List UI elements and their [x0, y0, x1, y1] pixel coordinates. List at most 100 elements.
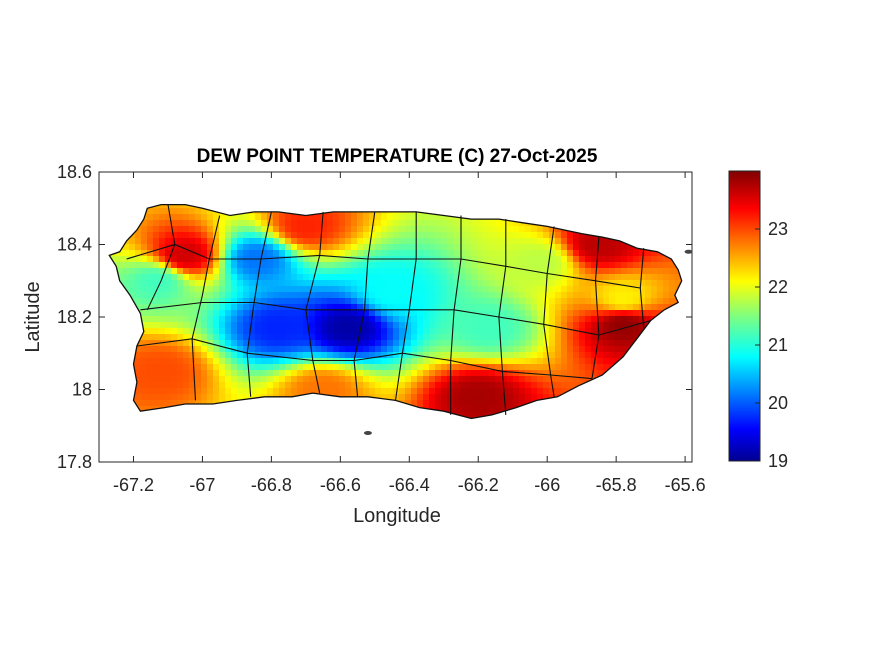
- field-cell: [393, 340, 400, 347]
- field-cell: [357, 370, 364, 377]
- field-cell: [381, 388, 388, 395]
- field-cell: [579, 298, 586, 305]
- field-cell: [357, 322, 364, 329]
- field-cell: [243, 388, 250, 395]
- field-cell: [483, 328, 490, 335]
- field-cell: [213, 334, 220, 341]
- field-cell: [501, 322, 508, 329]
- field-cell: [579, 358, 586, 365]
- field-cell: [585, 262, 592, 269]
- field-cell: [315, 328, 322, 335]
- field-cell: [147, 250, 154, 257]
- field-cell: [405, 382, 412, 389]
- field-cell: [147, 298, 154, 305]
- field-cell: [255, 268, 262, 275]
- field-cell: [537, 268, 544, 275]
- field-cell: [597, 316, 604, 323]
- field-cell: [351, 352, 358, 359]
- field-cell: [501, 352, 508, 359]
- field-cell: [555, 238, 562, 245]
- field-cell: [267, 280, 274, 287]
- field-cell: [147, 226, 154, 233]
- field-cell: [177, 364, 184, 371]
- field-cell: [255, 346, 262, 353]
- field-cell: [471, 364, 478, 371]
- field-cell: [141, 298, 148, 305]
- field-cell: [561, 364, 568, 371]
- field-cell: [501, 334, 508, 341]
- field-cell: [399, 346, 406, 353]
- field-cell: [447, 214, 454, 221]
- field-cell: [465, 388, 472, 395]
- field-cell: [219, 316, 226, 323]
- field-cell: [231, 388, 238, 395]
- field-cell: [309, 382, 316, 389]
- field-cell: [243, 370, 250, 377]
- field-cell: [495, 280, 502, 287]
- field-cell: [489, 406, 496, 413]
- field-cell: [177, 204, 184, 209]
- field-cell: [225, 250, 232, 257]
- field-cell: [285, 280, 292, 287]
- field-cell: [531, 244, 538, 251]
- field-cell: [165, 316, 172, 323]
- field-cell: [501, 244, 508, 251]
- field-cell: [555, 316, 562, 323]
- field-cell: [321, 274, 328, 281]
- field-cell: [525, 268, 532, 275]
- field-cell: [495, 286, 502, 293]
- field-cell: [357, 340, 364, 347]
- field-cell: [585, 298, 592, 305]
- field-cell: [465, 340, 472, 347]
- field-cell: [297, 370, 304, 377]
- field-cell: [345, 310, 352, 317]
- field-cell: [471, 358, 478, 365]
- field-cell: [333, 364, 340, 371]
- field-cell: [219, 376, 226, 383]
- field-cell: [135, 394, 142, 401]
- field-cell: [243, 298, 250, 305]
- field-cell: [177, 214, 184, 221]
- field-cell: [273, 316, 280, 323]
- field-cell: [405, 262, 412, 269]
- field-cell: [285, 376, 292, 383]
- field-cell: [459, 358, 466, 365]
- field-cell: [201, 382, 208, 389]
- field-cell: [345, 322, 352, 329]
- field-cell: [483, 388, 490, 395]
- field-cell: [291, 214, 298, 221]
- field-cell: [135, 292, 142, 299]
- field-cell: [549, 250, 556, 257]
- field-cell: [567, 382, 574, 389]
- field-cell: [609, 250, 616, 257]
- field-cell: [333, 256, 340, 263]
- field-cell: [321, 346, 328, 353]
- x-axis-label: Longitude: [353, 505, 441, 527]
- field-cell: [261, 250, 268, 257]
- field-cell: [441, 364, 448, 371]
- field-cell: [207, 322, 214, 329]
- field-cell: [591, 346, 598, 353]
- field-cell: [585, 304, 592, 311]
- field-cell: [309, 220, 316, 227]
- field-cell: [159, 256, 166, 263]
- field-cell: [591, 328, 598, 335]
- field-cell: [489, 286, 496, 293]
- field-cell: [537, 340, 544, 347]
- field-cell: [567, 322, 574, 329]
- field-cell: [297, 220, 304, 227]
- field-cell: [393, 220, 400, 227]
- field-cell: [315, 232, 322, 239]
- field-cell: [627, 244, 634, 251]
- field-cell: [183, 274, 190, 281]
- field-cell: [153, 274, 160, 281]
- field-cell: [315, 226, 322, 233]
- field-cell: [441, 352, 448, 359]
- field-cell: [561, 292, 568, 299]
- field-cell: [171, 280, 178, 287]
- field-cell: [297, 346, 304, 353]
- field-cell: [165, 334, 172, 341]
- field-cell: [177, 310, 184, 317]
- field-cell: [423, 328, 430, 335]
- field-cell: [531, 388, 538, 395]
